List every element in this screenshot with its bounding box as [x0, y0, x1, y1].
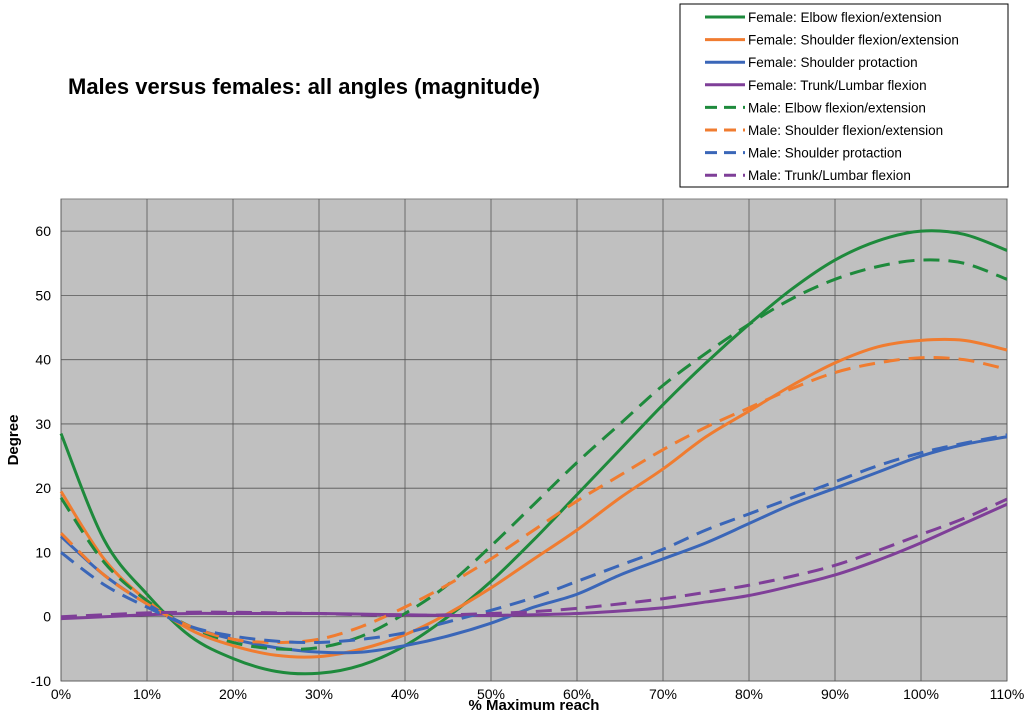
legend-entry: Female: Trunk/Lumbar flexion: [748, 78, 927, 93]
x-tick-label: 0%: [51, 686, 71, 702]
y-tick-label: 10: [35, 544, 51, 560]
y-axis-ticks: -10 0 10 20 30 40 50 60: [31, 223, 51, 689]
series-line-male-elbow-flexion-extension: [59, 258, 1008, 651]
x-tick-label: 10%: [133, 686, 161, 702]
legend-entry: Male: Shoulder protaction: [748, 146, 902, 161]
x-tick-label: 40%: [391, 686, 419, 702]
series-line-male-shoulder-protaction: [60, 433, 1008, 645]
legend-entry: Female: Elbow flexion/extension: [748, 10, 942, 25]
legend-entry: Male: Shoulder flexion/extension: [748, 123, 943, 138]
series-line-female-shoulder-flexion-extension: [59, 337, 1008, 659]
y-tick-label: 40: [35, 352, 51, 368]
y-tick-label: 50: [35, 287, 51, 303]
series-line-female-elbow-flexion-extension: [59, 229, 1008, 676]
y-tick-label: 30: [35, 416, 51, 432]
x-tick-label: 110%: [990, 686, 1025, 702]
legend-entry: Male: Trunk/Lumbar flexion: [748, 168, 911, 183]
x-tick-label: 90%: [821, 686, 849, 702]
series-line-male-trunk-lumbar-flexion: [60, 497, 1008, 619]
legend: Female: Elbow flexion/extension Female: S…: [679, 3, 1009, 188]
x-tick-label: 60%: [563, 686, 591, 702]
legend-entry: Female: Shoulder flexion/extension: [748, 33, 959, 48]
legend-entry: Male: Elbow flexion/extension: [748, 100, 926, 115]
x-tick-label: 50%: [477, 686, 505, 702]
y-tick-label: -10: [31, 673, 51, 689]
y-axis-label: Degree: [5, 415, 22, 466]
x-tick-label: 20%: [219, 686, 247, 702]
plot-area: [60, 198, 1008, 682]
series-line-female-shoulder-protaction: [59, 435, 1008, 655]
legend-entry: Female: Shoulder protaction: [748, 55, 918, 70]
x-tick-label: 80%: [735, 686, 763, 702]
y-tick-label: 0: [43, 609, 51, 625]
series-lines: [59, 229, 1008, 676]
chart-title: Males versus females: all angles (magnit…: [68, 74, 540, 99]
series-line-male-shoulder-flexion-extension: [59, 356, 1008, 644]
x-axis-label: % Maximum reach: [469, 697, 600, 714]
legend-box: [679, 3, 1009, 188]
x-tick-label: 30%: [305, 686, 333, 702]
y-tick-label: 60: [35, 223, 51, 239]
x-tick-label: 100%: [903, 686, 939, 702]
y-tick-label: 20: [35, 480, 51, 496]
x-axis-ticks: 0% 10% 20% 30% 40% 50% 60% 70% 80% 90% 100% 110%: [51, 686, 1025, 702]
x-tick-label: 70%: [649, 686, 677, 702]
